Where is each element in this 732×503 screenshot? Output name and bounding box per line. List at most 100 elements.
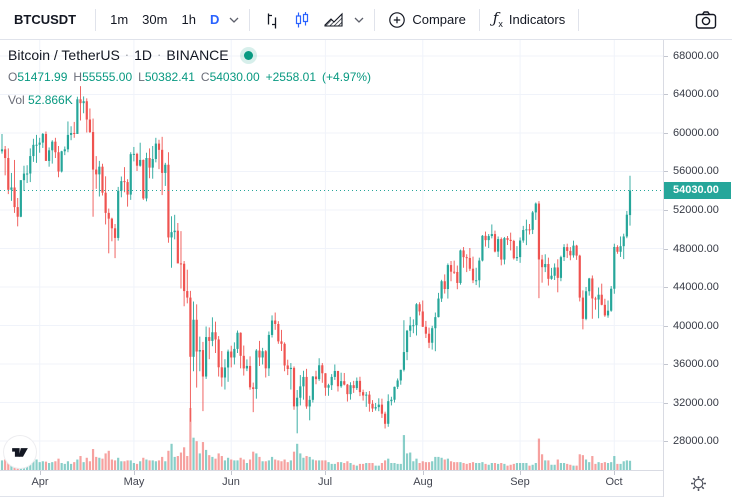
timeframe-button-30m[interactable]: 30m — [135, 8, 174, 31]
compare-label: Compare — [412, 12, 466, 27]
compare-button[interactable]: Compare — [382, 8, 471, 32]
time-tick-label-Sep: Sep — [510, 476, 530, 488]
open-label: O — [8, 70, 18, 85]
price-tick-label: 44000.00 — [673, 281, 719, 293]
chart-style-area-button[interactable] — [317, 8, 351, 32]
price-tick-mark — [664, 94, 668, 95]
legend-volume-row: Vol 52.866K — [8, 92, 371, 109]
snapshot-button[interactable] — [688, 6, 724, 34]
time-tick-label-Jun: Jun — [222, 476, 240, 488]
price-tick-mark — [664, 249, 668, 250]
legend-exchange: BINANCE — [166, 47, 229, 63]
high-value: 55555.00 — [82, 70, 133, 85]
chart-style-candles-button[interactable] — [287, 8, 317, 32]
price-tick-mark — [664, 56, 668, 57]
timeframe-button-1h[interactable]: 1h — [174, 8, 202, 31]
toolbar-separator — [249, 8, 251, 31]
price-tick-label: 48000.00 — [673, 242, 719, 255]
indicators-button[interactable]: ƒx Indicators — [487, 8, 571, 32]
indicators-label: Indicators — [508, 12, 566, 27]
time-tick-label-May: May — [123, 476, 145, 488]
price-tick-mark — [664, 326, 668, 327]
price-tick-mark — [664, 364, 668, 365]
legend-symbol-row[interactable]: Bitcoin / TetherUS · 1D · BINANCE — [8, 45, 371, 65]
toolbar-separator — [374, 8, 376, 31]
time-axis[interactable]: Apr May Jun Jul Aug Sep Oct — [0, 470, 732, 497]
timeframe-group: 1m 30m 1h D — [103, 8, 226, 31]
time-tick-label-Oct: Oct — [605, 476, 623, 488]
close-value: 54030.00 — [209, 70, 260, 85]
legend-separator: · — [157, 46, 162, 62]
plus-circle-icon — [389, 11, 406, 28]
legend-interval: 1D — [134, 47, 153, 63]
price-tick-label: 28000.00 — [673, 435, 719, 448]
price-tick-mark — [664, 441, 668, 442]
time-tick-mark — [325, 471, 326, 475]
toolbar-separator — [95, 8, 97, 31]
chevron-down-icon — [229, 17, 239, 23]
chart-style-dropdown-chevron[interactable] — [351, 14, 367, 26]
high-label: H — [73, 70, 83, 85]
time-tick-mark — [423, 471, 424, 475]
chart-legend: Bitcoin / TetherUS · 1D · BINANCE O51471… — [8, 45, 371, 109]
chevron-down-icon — [354, 17, 364, 23]
price-tick-label: 52000.00 — [673, 203, 719, 216]
price-tick-mark — [664, 287, 668, 288]
timeframe-button-D[interactable]: D — [203, 8, 226, 31]
price-tick-mark — [664, 210, 668, 211]
tradingview-logo-icon — [12, 448, 28, 457]
time-tick-mark — [40, 471, 41, 475]
change-value: +2558.01 — [265, 70, 317, 85]
volume-label: Vol — [8, 92, 25, 107]
open-value: 51471.99 — [17, 70, 68, 85]
timeframe-button-1m[interactable]: 1m — [103, 8, 135, 31]
price-tick-label: 40000.00 — [673, 319, 719, 332]
time-tick-label-Jul: Jul — [317, 476, 333, 488]
area-chart-icon — [324, 12, 343, 27]
price-tick-label: 64000.00 — [673, 88, 719, 101]
price-axis[interactable]: 28000.00 32000.00 36000.00 40000.00 44000.00… — [663, 40, 732, 497]
chart-settings-button[interactable] — [688, 473, 709, 494]
candlestick-chart-icon — [296, 11, 309, 27]
axis-settings-corner — [663, 470, 732, 497]
chart-main-area: Bitcoin / TetherUS · 1D · BINANCE O51471… — [0, 40, 732, 503]
market-status-dot — [243, 50, 253, 60]
price-tick-label: 68000.00 — [673, 49, 719, 62]
price-tick-label: 56000.00 — [673, 165, 719, 178]
timeframe-dropdown-chevron[interactable] — [226, 14, 242, 26]
chart-pane: Bitcoin / TetherUS · 1D · BINANCE O51471… — [0, 40, 663, 470]
volume-value: 52.866K — [28, 92, 73, 107]
legend-symbol-name: Bitcoin / TetherUS — [8, 47, 120, 63]
legend-separator: · — [124, 46, 130, 62]
time-tick-mark — [520, 471, 521, 475]
top-toolbar: BTCUSDT 1m 30m 1h D — [0, 0, 732, 40]
legend-ohlc-row: O51471.99 H55555.00 L50382.41 C54030.00 +255… — [8, 69, 371, 86]
tradingview-logo[interactable] — [4, 436, 36, 468]
change-percent: (+4.97%) — [322, 70, 372, 85]
toolbar-separator — [578, 8, 580, 31]
close-label: C — [200, 70, 210, 85]
bars-chart-icon — [268, 13, 277, 28]
price-tick-mark — [664, 403, 668, 404]
time-tick-label-Aug: Aug — [413, 476, 433, 488]
chart-style-bars-button[interactable] — [257, 8, 287, 32]
low-label: L — [138, 70, 145, 85]
price-tick-label: 36000.00 — [673, 358, 719, 371]
candlestick-chart-canvas[interactable] — [0, 40, 663, 470]
price-tick-mark — [664, 171, 668, 172]
toolbar-separator — [478, 8, 480, 31]
price-tick-mark — [664, 133, 668, 134]
time-tick-mark — [231, 471, 232, 475]
low-value: 50382.41 — [144, 70, 195, 85]
price-tick-label: 32000.00 — [673, 396, 719, 409]
time-tick-label-Apr: Apr — [31, 476, 49, 488]
time-tick-mark — [134, 471, 135, 475]
fx-icon: ƒx — [492, 8, 503, 29]
price-tick-label: 60000.00 — [673, 126, 719, 139]
last-price-label: 54030.00 — [664, 181, 731, 199]
camera-icon — [695, 10, 717, 29]
time-tick-mark — [614, 471, 615, 475]
gear-icon — [690, 476, 706, 491]
symbol-button[interactable]: BTCUSDT — [8, 8, 88, 31]
